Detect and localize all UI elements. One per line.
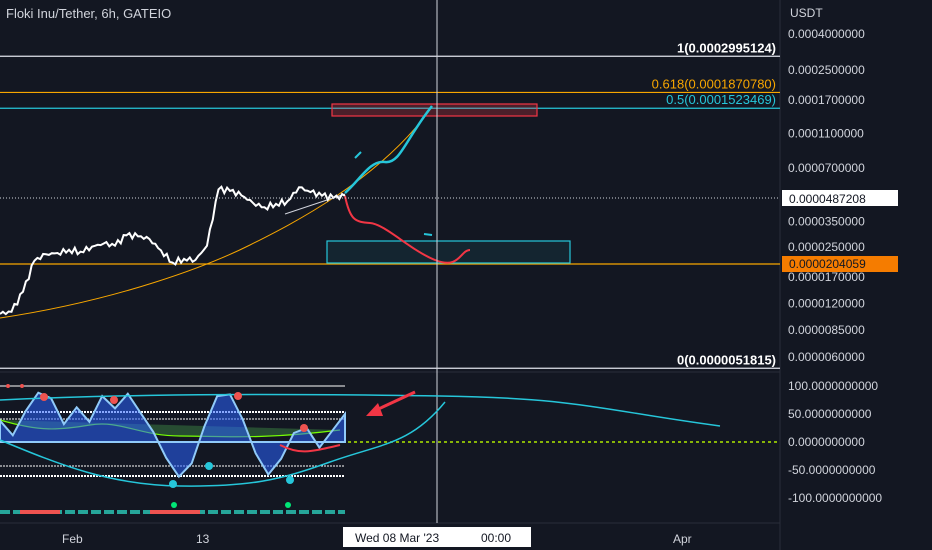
projection-tick (354, 151, 362, 159)
price-tick-label: 0.0000060000 (788, 350, 865, 364)
price-series-line (0, 185, 346, 316)
price-tick-label: 0.0002500000 (788, 63, 865, 77)
crosshair-price-text: 0.0000204059 (789, 257, 866, 271)
osc-tick-label: -100.0000000000 (788, 491, 882, 505)
bearish-projection-path[interactable] (344, 195, 471, 264)
price-tick-label: 0.0000170000 (788, 270, 865, 284)
osc-red-segment (279, 444, 341, 453)
oscillator-axis-ticks: 100.0000000000 50.0000000000 0.0000000000 -… (788, 379, 882, 505)
time-tick-feb: Feb (62, 532, 83, 546)
price-tick-label: 0.0001700000 (788, 93, 865, 107)
osc-low-dot (205, 462, 213, 470)
osc-sell-dot (110, 396, 118, 404)
price-tick-label: 0.0000350000 (788, 214, 865, 228)
last-price-text: 0.0000487208 (789, 192, 866, 206)
fib-level-label: 0.5(0.0001523469) (666, 92, 776, 107)
price-tick-label: 0.0004000000 (788, 27, 865, 41)
osc-sell-dot (40, 393, 48, 401)
osc-sell-dot (234, 392, 242, 400)
osc-sell-dot (300, 424, 308, 432)
osc-buy-dot-2 (285, 502, 291, 508)
price-tick-label: 0.0000700000 (788, 161, 865, 175)
osc-bowl-curve[interactable] (0, 401, 446, 487)
price-axis-ticks: 0.0004000000 0.0002500000 0.0001700000 0.00… (788, 27, 865, 364)
fib-level-label: 1(0.0002995124) (677, 40, 776, 55)
fib-level-label: 0(0.0000051815) (677, 352, 776, 367)
price-tick-label: 0.0000085000 (788, 323, 865, 337)
price-tick-label: 0.0000120000 (788, 297, 865, 311)
osc-tick-label: 100.0000000000 (788, 379, 878, 393)
chart-title: Floki Inu/Tether, 6h, GATEIO (6, 6, 171, 21)
parabolic-trend-curve[interactable] (0, 106, 433, 319)
crosshair-time-text: Wed 08 Mar '23 (355, 531, 439, 545)
osc-tick-label: -50.0000000000 (788, 463, 876, 477)
osc-long-curve[interactable] (0, 393, 721, 427)
oscillator-pane (0, 384, 780, 514)
projection-tick-2 (423, 233, 433, 236)
crosshair-time-tag (343, 527, 531, 547)
time-tick-apr: Apr (673, 532, 692, 546)
osc-buy-dot (171, 502, 177, 508)
resistance-zone-box[interactable] (331, 103, 538, 117)
annotation-arrow-head[interactable] (366, 403, 383, 416)
osc-dot (20, 384, 24, 388)
time-tick-13: 13 (196, 532, 210, 546)
bullish-projection-path[interactable] (344, 105, 433, 194)
last-price-tag (782, 190, 898, 206)
price-tick-label: 0.0000250000 (788, 240, 865, 254)
fib-retracement[interactable]: 1(0.0002995124) 0.618(0.0001870780)0.5(0.… (0, 40, 780, 369)
crosshair-price-tag (782, 256, 898, 272)
osc-tick-label: 0.0000000000 (788, 435, 865, 449)
osc-dot (6, 384, 10, 388)
osc-tick-label: 50.0000000000 (788, 407, 872, 421)
support-zone-box[interactable] (326, 240, 571, 264)
osc-low-dot (169, 480, 177, 488)
osc-low-dot (286, 476, 294, 484)
currency-label: USDT (790, 6, 823, 20)
crosshair-time-suffix: 00:00 (481, 531, 511, 545)
fib-level-label: 0.618(0.0001870780) (652, 76, 776, 91)
price-tick-label: 0.0001100000 (788, 126, 864, 140)
